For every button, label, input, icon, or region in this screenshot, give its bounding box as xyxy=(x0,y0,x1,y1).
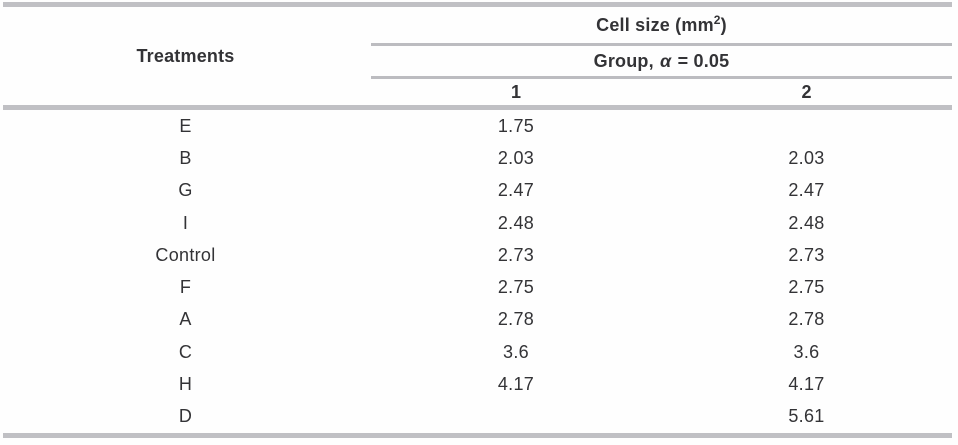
treatments-header-label: Treatments xyxy=(136,45,235,66)
group1-cell: 2.48 xyxy=(497,212,535,233)
group1-cell: 2.78 xyxy=(497,309,535,330)
cell-size-spanner-header: Cell size (mm2) xyxy=(371,7,952,43)
group1-cell: 2.03 xyxy=(497,147,535,168)
table-top-rule xyxy=(3,2,952,7)
table-row: A 2.78 2.78 xyxy=(0,304,958,336)
group-column-header-1: 1 xyxy=(510,81,521,102)
group2-cell: 5.61 xyxy=(788,406,825,427)
cell-size-underline-rule xyxy=(371,43,952,46)
group2-cell: 2.47 xyxy=(788,180,825,201)
group2-cell: 2.75 xyxy=(788,277,825,298)
group2-cell: 2.78 xyxy=(788,309,825,330)
treatment-cell: D xyxy=(178,406,193,427)
table-row: Control 2.73 2.73 xyxy=(0,239,958,271)
table-row: E 1.75 xyxy=(0,110,958,142)
group2-cell: 2.73 xyxy=(788,244,825,265)
cell-size-header-label: Cell size (mm2) xyxy=(596,12,727,35)
group1-cell: 2.73 xyxy=(497,244,535,265)
table-row: G 2.47 2.47 xyxy=(0,175,958,207)
treatment-cell: G xyxy=(178,180,193,201)
group2-cell: 2.48 xyxy=(788,212,825,233)
treatment-cell: E xyxy=(179,115,192,136)
table-body: E 1.75 B 2.03 2.03 G 2.47 2.47 I 2.48 2.… xyxy=(0,110,958,433)
group2-cell: 2.03 xyxy=(788,147,825,168)
group1-cell: 4.17 xyxy=(497,374,535,395)
group2-cell: 4.17 xyxy=(788,374,825,395)
group-underline-rule xyxy=(371,76,952,79)
treatment-cell: Control xyxy=(155,244,216,265)
table-bottom-rule xyxy=(3,433,952,438)
table-row: B 2.03 2.03 xyxy=(0,142,958,174)
table-row: H 4.17 4.17 xyxy=(0,368,958,400)
group2-cell: 3.6 xyxy=(793,341,820,362)
table-row: F 2.75 2.75 xyxy=(0,271,958,303)
group1-cell: 2.75 xyxy=(497,277,535,298)
treatment-cell: B xyxy=(179,147,192,168)
group-alpha-spanner-header: Group, α = 0.05 xyxy=(371,46,952,76)
treatment-cell: F xyxy=(179,277,192,298)
group1-cell: 1.75 xyxy=(497,115,535,136)
group-column-header-2: 2 xyxy=(801,81,812,102)
header-body-divider-rule xyxy=(3,105,952,110)
treatment-cell: I xyxy=(182,212,189,233)
treatment-cell: A xyxy=(179,309,192,330)
table-row: D 5.61 xyxy=(0,401,958,433)
treatment-cell: H xyxy=(178,374,193,395)
group1-cell: 2.47 xyxy=(497,180,535,201)
treatments-column-header: Treatments xyxy=(0,7,371,105)
group-header-label: Group, α = 0.05 xyxy=(593,50,730,71)
group1-cell: 3.6 xyxy=(503,341,529,362)
alpha-symbol: α xyxy=(660,50,672,71)
treatment-cell: C xyxy=(178,341,193,362)
table-row: I 2.48 2.48 xyxy=(0,207,958,239)
table-row: C 3.6 3.6 xyxy=(0,336,958,368)
cell-size-superscript: 2 xyxy=(713,12,721,27)
